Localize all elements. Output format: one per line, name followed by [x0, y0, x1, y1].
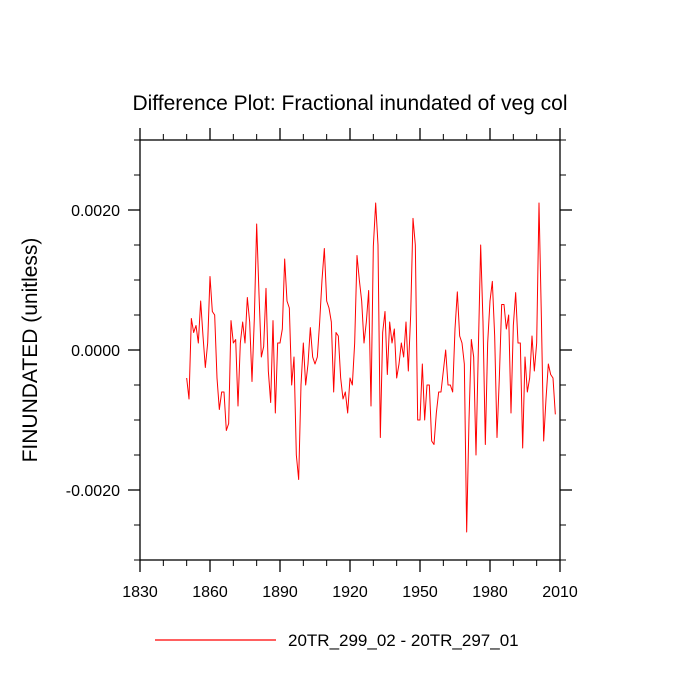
y-axis-label: FINUNDATED (unitless) — [19, 238, 42, 463]
plot-frame — [139, 139, 561, 561]
y-tick-label: 0.0000 — [71, 343, 120, 360]
chart-title: Difference Plot: Fractional inundated of… — [132, 92, 567, 115]
y-tick-label: -0.0020 — [66, 483, 120, 500]
legend: 20TR_299_02 - 20TR_297_01 — [155, 631, 519, 650]
x-tick-label: 1920 — [332, 584, 368, 601]
axis-ticks — [128, 128, 572, 572]
x-tick-label: 1950 — [402, 584, 438, 601]
legend-label: 20TR_299_02 - 20TR_297_01 — [288, 631, 519, 650]
series-line — [186, 202, 556, 533]
y-tick-label: 0.0020 — [71, 203, 120, 220]
series-group — [186, 202, 556, 533]
x-tick-label: 1980 — [472, 584, 508, 601]
x-tick-label: 1860 — [192, 584, 228, 601]
y-tick-labels: -0.0020 0.0000 0.0020 — [66, 203, 120, 500]
x-tick-label: 1830 — [122, 584, 158, 601]
x-tick-labels: 1830 1860 1890 1920 1950 1980 2010 — [122, 584, 578, 601]
x-tick-label: 2010 — [542, 584, 578, 601]
x-tick-label: 1890 — [262, 584, 298, 601]
